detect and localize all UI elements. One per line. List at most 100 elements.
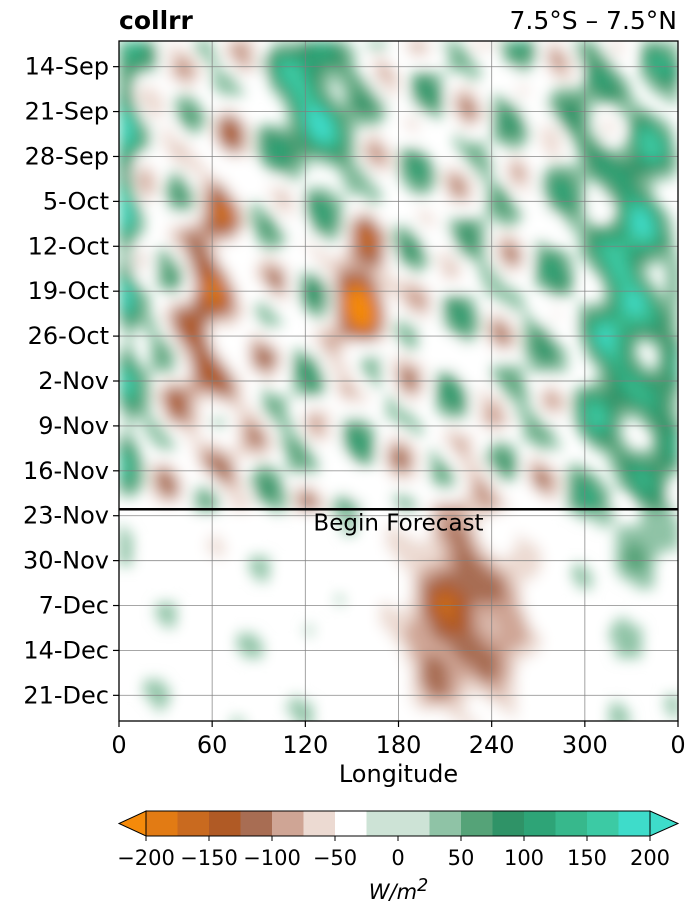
- x-axis: 0 60 120 180 240 300 0: [111, 721, 686, 759]
- field-cell: [622, 225, 630, 235]
- field-cell: [584, 241, 593, 250]
- field-cell: [528, 456, 537, 466]
- field-cell: [249, 418, 257, 427]
- field-cell: [597, 433, 605, 443]
- field-cell: [218, 218, 226, 227]
- field-cell: [448, 710, 456, 720]
- field-cell: [479, 225, 487, 235]
- field-cell: [150, 549, 158, 558]
- field-cell: [435, 256, 443, 266]
- x-tick-label: 0: [111, 731, 126, 759]
- field-cell: [237, 210, 245, 220]
- field-cell: [181, 94, 189, 104]
- field-cell: [597, 225, 605, 235]
- field-cell: [230, 225, 239, 235]
- field-cell: [559, 94, 568, 104]
- field-cell: [379, 318, 388, 327]
- field-cell: [516, 649, 524, 658]
- field-cell: [578, 710, 586, 720]
- field-cell: [615, 156, 624, 166]
- field-cell: [597, 179, 605, 189]
- field-cell: [218, 210, 226, 220]
- field-cell: [193, 79, 201, 89]
- field-cell: [125, 141, 133, 150]
- field-cell: [119, 87, 127, 96]
- field-cell: [268, 395, 276, 404]
- field-cell: [243, 449, 251, 458]
- field-cell: [311, 141, 319, 150]
- field-cell: [460, 626, 468, 635]
- field-cell: [466, 310, 475, 320]
- field-cell: [591, 148, 599, 158]
- field-cell: [410, 171, 419, 181]
- field-cell: [143, 687, 152, 697]
- field-cell: [435, 510, 443, 520]
- field-cell: [199, 179, 207, 189]
- field-cell: [615, 425, 624, 435]
- field-cell: [404, 664, 412, 674]
- y-tick-label: 19-Oct: [28, 277, 109, 305]
- field-cell: [541, 279, 549, 289]
- field-cell: [504, 703, 512, 712]
- field-cell: [348, 310, 357, 320]
- field-cell: [516, 587, 524, 597]
- field-cell: [404, 233, 412, 243]
- field-cell: [404, 525, 412, 535]
- field-cell: [454, 587, 462, 597]
- field-cell: [261, 141, 270, 150]
- field-cell: [410, 356, 419, 366]
- field-cell: [143, 418, 152, 427]
- field-cell: [497, 187, 506, 196]
- field-cell: [659, 418, 667, 427]
- field-cell: [429, 672, 437, 681]
- field-cell: [466, 602, 475, 612]
- field-cell: [417, 718, 425, 721]
- field-cell: [311, 287, 319, 297]
- field-cell: [491, 626, 499, 635]
- field-cell: [187, 233, 195, 243]
- field-cell: [249, 402, 257, 412]
- field-cell: [510, 687, 518, 697]
- field-cell: [441, 541, 450, 551]
- field-cell: [448, 525, 456, 535]
- field-cell: [237, 202, 245, 212]
- field-cell: [243, 433, 251, 443]
- field-cell: [671, 441, 678, 450]
- field-cell: [212, 141, 220, 150]
- field-cell: [205, 164, 214, 173]
- field-cell: [342, 179, 350, 189]
- field-cell: [584, 348, 593, 358]
- colorbar-tick-label: −50: [313, 846, 357, 870]
- field-cell: [143, 87, 152, 96]
- field-cell: [429, 703, 437, 712]
- field-cell: [237, 364, 245, 374]
- field-cell: [460, 695, 468, 705]
- field-cell: [392, 564, 400, 574]
- field-cell: [373, 541, 381, 551]
- field-cell: [199, 710, 207, 720]
- field-cell: [323, 148, 332, 158]
- field-cell: [230, 425, 239, 435]
- colorbar-tick-label: 200: [630, 846, 670, 870]
- field-cell: [622, 633, 630, 643]
- field-cell: [224, 79, 232, 89]
- field-cell: [361, 287, 369, 297]
- field-cell: [379, 518, 388, 527]
- field-cell: [292, 695, 301, 705]
- field-cell: [311, 48, 319, 58]
- field-cell: [417, 518, 425, 527]
- field-cell: [510, 133, 518, 143]
- field-cell: [330, 279, 338, 289]
- field-cell: [547, 148, 555, 158]
- field-cell: [497, 464, 506, 474]
- field-cell: [448, 64, 456, 73]
- field-cell: [286, 287, 294, 297]
- field-cell: [330, 410, 338, 420]
- field-cell: [398, 325, 406, 335]
- field-cell: [348, 218, 357, 227]
- field-cell: [591, 264, 599, 273]
- field-cell: [292, 41, 301, 50]
- field-cell: [311, 225, 319, 235]
- field-cell: [646, 110, 655, 119]
- field-cell: [237, 87, 245, 96]
